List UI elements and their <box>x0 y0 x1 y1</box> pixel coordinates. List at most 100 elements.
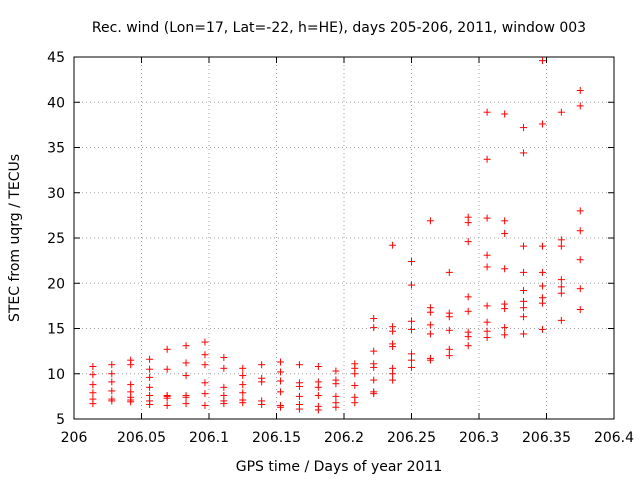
y-tick-label: 15 <box>47 322 65 338</box>
data-point <box>557 242 565 250</box>
x-tick-label: 206.2 <box>324 430 364 446</box>
y-tick-label: 10 <box>47 367 65 383</box>
data-point <box>370 390 378 398</box>
data-point <box>201 379 209 387</box>
data-point <box>146 373 154 381</box>
data-point <box>464 219 472 227</box>
data-point <box>501 229 509 237</box>
data-point <box>483 302 491 310</box>
data-point <box>445 352 453 360</box>
data-point <box>557 108 565 116</box>
data-point <box>89 400 97 408</box>
data-point <box>426 356 434 364</box>
data-point <box>408 363 415 371</box>
x-tick-label: 206.1 <box>189 430 229 446</box>
y-tick-label: 25 <box>47 231 65 247</box>
data-point <box>239 381 247 389</box>
data-point <box>464 293 472 301</box>
data-point <box>163 394 171 402</box>
y-axis-label: STEC from uqrg / TECUs <box>7 154 23 322</box>
data-point <box>351 382 359 390</box>
y-tick-label: 40 <box>47 95 65 111</box>
data-point <box>108 387 116 395</box>
x-tick-label: 206.25 <box>387 430 436 446</box>
data-point <box>332 403 340 411</box>
data-point <box>295 361 303 369</box>
data-point <box>483 263 491 271</box>
data-point <box>408 350 415 358</box>
data-point <box>295 382 303 390</box>
data-point <box>520 313 528 321</box>
data-point <box>501 305 509 313</box>
data-point <box>277 388 285 396</box>
data-point <box>314 406 322 414</box>
data-point <box>89 389 97 397</box>
data-point <box>520 286 528 294</box>
data-point <box>464 333 472 341</box>
data-point <box>89 363 97 371</box>
data-point <box>520 268 528 276</box>
data-point <box>464 342 472 350</box>
data-point <box>146 383 154 391</box>
data-point <box>351 399 359 407</box>
data-point <box>182 359 190 367</box>
data-point <box>108 397 116 405</box>
y-tick-label: 45 <box>47 50 65 66</box>
data-points <box>89 57 584 414</box>
data-point <box>426 330 434 338</box>
data-point <box>389 343 397 351</box>
data-point <box>483 214 491 222</box>
data-point <box>201 401 209 409</box>
data-point <box>295 392 303 400</box>
data-point <box>258 361 266 369</box>
data-point <box>520 242 528 250</box>
data-point <box>408 356 415 364</box>
x-tick-label: 206.35 <box>522 430 571 446</box>
data-point <box>501 217 509 225</box>
data-point <box>182 393 190 401</box>
data-point <box>557 283 565 291</box>
data-point <box>201 338 209 346</box>
data-point <box>538 242 546 250</box>
data-point <box>163 365 171 373</box>
data-point <box>538 268 546 276</box>
data-point <box>501 265 509 273</box>
data-point <box>408 258 415 266</box>
data-point <box>576 285 584 293</box>
data-point <box>182 372 190 380</box>
data-point <box>146 355 154 363</box>
x-axis-label: GPS time / Days of year 2011 <box>236 459 443 475</box>
data-point <box>220 383 228 391</box>
data-point <box>370 376 378 384</box>
data-point <box>501 110 509 118</box>
data-point <box>89 371 97 379</box>
data-point <box>314 363 322 371</box>
x-tick-label: 206.05 <box>117 430 166 446</box>
data-point <box>277 403 285 411</box>
data-point <box>351 370 359 378</box>
data-point <box>220 353 228 361</box>
data-point <box>332 380 340 388</box>
data-point <box>538 282 546 290</box>
data-point <box>408 281 415 289</box>
data-point <box>538 325 546 333</box>
data-point <box>108 370 116 378</box>
x-tick-label: 206 <box>61 430 88 446</box>
data-point <box>576 86 584 94</box>
data-point <box>370 324 378 332</box>
data-point <box>520 124 528 132</box>
data-point <box>182 400 190 408</box>
data-point <box>426 321 434 329</box>
chart-title: Rec. wind (Lon=17, Lat=-22, h=HE), days … <box>92 20 586 36</box>
data-point <box>295 405 303 413</box>
data-point <box>239 372 247 380</box>
data-point <box>520 330 528 338</box>
x-tick-label: 206.3 <box>459 430 499 446</box>
tick-labels: 206 206.05 206.1 206.15 206.2 206.25 206.3 206.… <box>47 50 634 446</box>
data-point <box>89 381 97 389</box>
data-point <box>389 327 397 335</box>
data-point <box>127 398 135 406</box>
x-tick-label: 206.15 <box>252 430 301 446</box>
data-point <box>146 401 154 409</box>
plot-frame <box>73 56 615 420</box>
